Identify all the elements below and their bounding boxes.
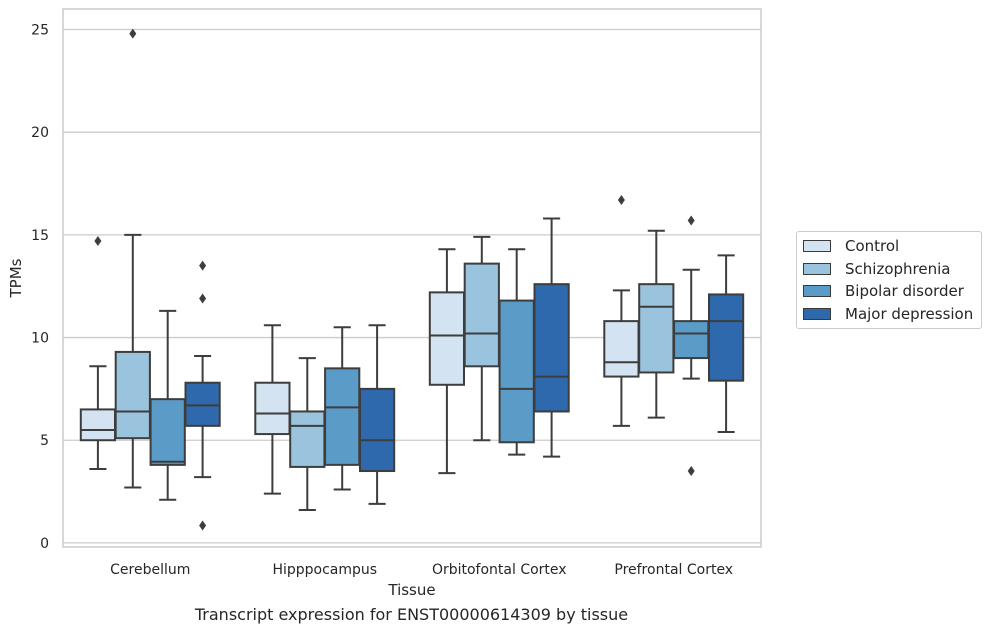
box-body	[638, 283, 675, 374]
y-tick-label: 10	[31, 331, 49, 347]
outlier-point	[687, 466, 695, 477]
outlier-point	[129, 28, 137, 39]
box-control	[79, 236, 117, 470]
outlier-point	[199, 520, 207, 531]
y-tick-label: 25	[31, 23, 49, 39]
legend-swatch-schizophrenia	[803, 262, 831, 275]
legend-item-schizophrenia: Schizophrenia	[797, 258, 981, 281]
box-major-depression	[533, 217, 570, 458]
legend-item-bipolar: Bipolar disorder	[797, 280, 981, 303]
x-tick-label: Cerebellum	[110, 562, 190, 578]
x-tick-label: Orbitofontal Cortex	[432, 562, 567, 578]
box-bipolar-disorder	[324, 326, 361, 491]
y-axis-label: TPMs	[7, 258, 25, 298]
box-schizophrenia	[114, 28, 151, 489]
legend-label: Control	[845, 237, 900, 256]
x-axis-label: Tissue	[387, 581, 435, 599]
box-body	[707, 293, 745, 382]
x-tick-labels: Cerebellum Hipppocampus Orbitofontal Corte…	[110, 562, 733, 578]
legend-swatch-control	[803, 240, 831, 253]
x-tick-label: Hipppocampus	[272, 562, 377, 578]
box-body	[79, 408, 117, 442]
y-tick-label: 5	[40, 433, 49, 449]
box-major-depression	[358, 324, 396, 505]
box-body	[114, 350, 151, 440]
outlier-point	[94, 236, 102, 247]
box-body	[673, 320, 710, 360]
box-body	[428, 291, 466, 386]
legend-item-major-depression: Major depression	[797, 303, 981, 326]
box-schizophrenia	[463, 235, 500, 442]
box-bipolar-disorder	[149, 309, 186, 501]
box-major-depression	[707, 254, 745, 434]
legend-label: Bipolar disorder	[845, 282, 964, 301]
box-body	[184, 381, 221, 427]
outlier-point	[687, 215, 695, 226]
box-body	[324, 367, 361, 466]
box-body	[149, 398, 186, 466]
x-tick-label: Prefrontal Cortex	[614, 562, 733, 578]
outlier-point	[199, 260, 207, 271]
y-tick-label: 20	[31, 125, 49, 141]
box-body	[254, 381, 291, 436]
legend-swatch-major-depression	[803, 307, 831, 320]
figure-caption: Transcript expression for ENST0000061430…	[194, 605, 629, 624]
box-body	[358, 387, 396, 473]
box-body	[533, 283, 570, 413]
legend: Control Schizophrenia Bipolar disorder M…	[796, 231, 982, 329]
box-bipolar-disorder	[673, 215, 710, 477]
box-body	[289, 410, 326, 468]
box-control	[428, 248, 466, 475]
box-control	[254, 324, 291, 495]
outlier-point	[199, 293, 207, 304]
legend-item-control: Control	[797, 235, 981, 258]
y-tick-labels: 0 5 10 15 20 25	[31, 23, 49, 552]
box-body	[498, 299, 535, 444]
box-body	[463, 262, 500, 368]
legend-swatch-bipolar	[803, 285, 831, 298]
y-tick-label: 0	[40, 536, 49, 552]
y-tick-label: 15	[31, 228, 49, 244]
box-major-depression	[184, 260, 221, 531]
legend-label: Schizophrenia	[845, 259, 951, 278]
boxes	[79, 28, 745, 531]
box-body	[603, 320, 640, 378]
outlier-point	[617, 194, 625, 205]
legend-label: Major depression	[845, 304, 974, 323]
box-control	[603, 194, 640, 427]
